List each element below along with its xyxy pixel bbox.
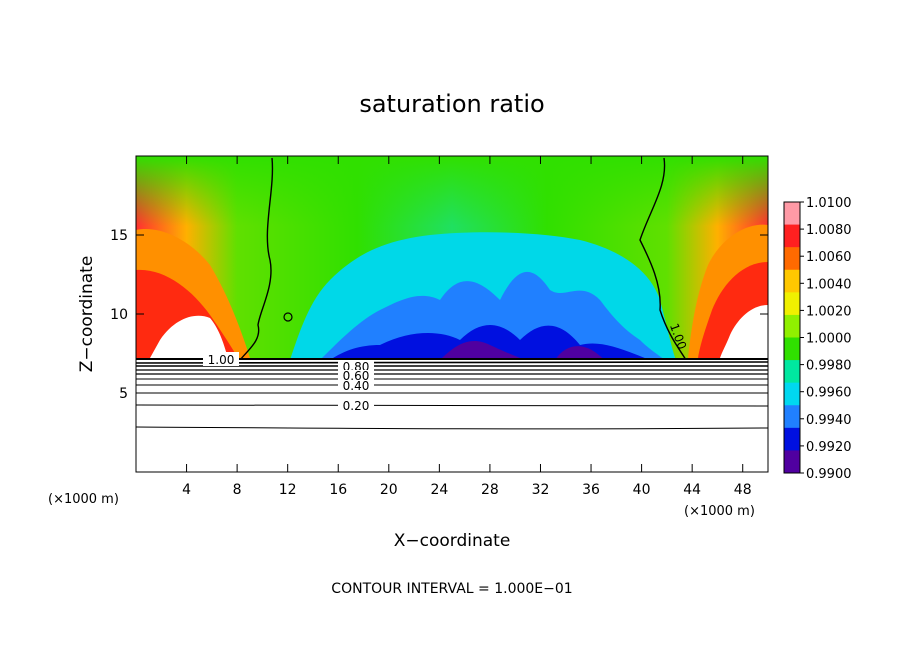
x-tick-label: 32 [532,482,550,498]
x-tick-label: 20 [380,482,398,498]
y-tick-label: 10 [110,307,128,323]
x-tick-label: 36 [582,482,600,498]
right-white-patch [720,305,768,358]
x-tick-label: 40 [633,482,651,498]
contour-line-left-1.00 [239,157,274,361]
contour-label-1.00-left: 1.00 [208,353,235,367]
colorbar-labels: 1.0100 1.0080 1.0060 1.0040 1.0020 1.0000 0.99… [800,196,852,482]
colorbar-swatch [784,405,800,429]
x-tick-label: 24 [430,482,448,498]
contour-label-0.60: 0.60 [343,369,370,383]
x-tick-label: 12 [279,482,297,498]
colorbar-label: 1.0100 [806,196,852,211]
x-unit-right: (×1000 m) [684,504,755,519]
colorbar-swatch [784,337,800,361]
colorbar-swatch [784,450,800,474]
colorbar-swatch [784,427,800,451]
x-tick-label: 4 [182,482,191,498]
contour-small-loop [283,312,293,322]
colorbar-label: 1.0040 [806,277,852,292]
x-tick-label: 28 [481,482,499,498]
x-unit-left: (×1000 m) [48,492,119,507]
x-tick-label: 8 [233,482,242,498]
x-tick-label: 48 [734,482,752,498]
colorbar-swatch [784,314,800,338]
contour-line-right-1.00 [639,157,687,361]
x-tick-label: 16 [329,482,347,498]
colorbar-label: 0.9900 [806,467,852,482]
left-white-patch [150,315,228,358]
purple-region [440,340,605,360]
contour-interval-note: CONTOUR INTERVAL = 1.000E−01 [331,581,572,597]
contour-label-0.20: 0.20 [343,399,370,413]
y-axis-ticks: 5 10 15 [110,228,768,402]
heatmap-field [136,156,768,472]
colorbar-swatch [784,269,800,293]
colorbar-label: 0.9980 [806,359,852,374]
chart-title: saturation ratio [359,90,544,118]
contour-labels: 1.00 0.80 0.60 0.40 0.20 1.00 [203,321,689,413]
y-axis-label: Z−coordinate [77,256,97,373]
colorbar-swatch [784,360,800,384]
colorbar [783,201,801,474]
colorbar-swatch [784,382,800,406]
colorbar-label: 1.0020 [806,304,852,319]
colorbar-swatch [784,202,800,226]
colorbar-label: 1.0080 [806,223,852,238]
x-tick-label: 44 [683,482,701,498]
y-tick-label: 5 [119,386,128,402]
colorbar-swatch [784,224,800,248]
colorbar-swatch [784,247,800,271]
contour-label-0.40: 0.40 [343,379,370,393]
colorbar-label: 0.9940 [806,413,852,428]
colorbar-swatch [784,292,800,316]
x-axis-label: X−coordinate [394,531,511,551]
colorbar-label: 0.9920 [806,440,852,455]
x-axis-ticks: 4 8 12 16 20 24 28 32 36 40 44 48 [182,156,752,498]
colorbar-label: 0.9960 [806,386,852,401]
colorbar-label: 1.0000 [806,332,852,347]
y-tick-label: 15 [110,228,128,244]
colorbar-label: 1.0060 [806,250,852,265]
